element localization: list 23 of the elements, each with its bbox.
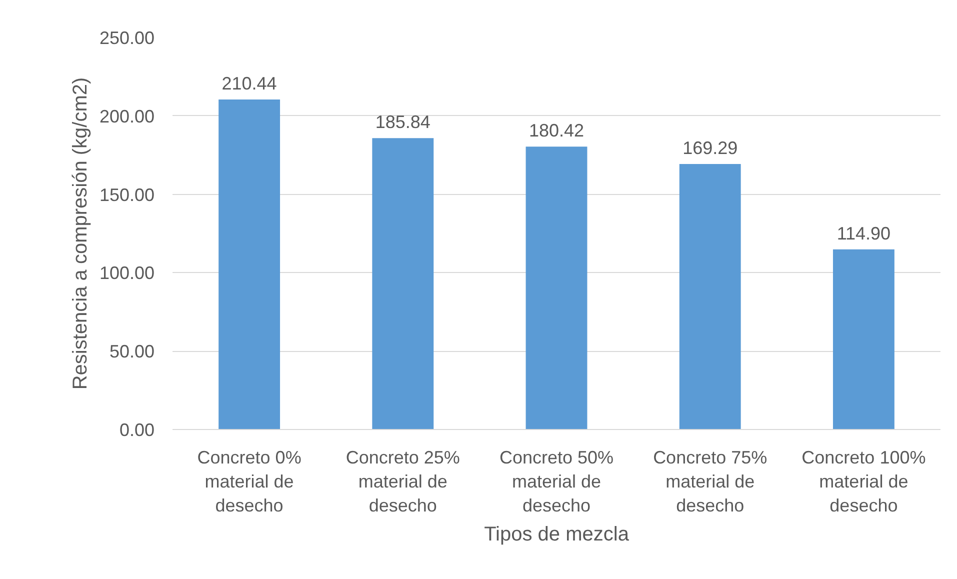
y-tick-label: 250.00 [99,28,155,48]
x-tick-label: Concreto 50% material de desecho [499,448,614,516]
data-label: 185.84 [375,112,430,132]
data-label: 180.42 [528,120,584,141]
bar [526,146,588,430]
y-tick-label: 0.00 [119,420,155,440]
y-axis-title: Resistencia a compresión (kg/cm2) [69,77,92,390]
bar [832,249,894,430]
x-tick-label: Concreto 100% material de desecho [802,448,926,516]
bar [218,100,280,430]
x-tick-label: Concreto 25% material de desecho [346,448,460,516]
y-tick-label: 100.00 [99,263,155,284]
x-tick-label: Concreto 75% material de desecho [653,448,768,516]
y-tick-label: 150.00 [99,184,155,205]
bar [679,164,741,430]
data-label: 169.29 [682,138,738,158]
x-tick-label: Concreto 0% material de desecho [197,448,302,516]
y-tick-label: 200.00 [99,106,155,126]
y-tick-label: 50.00 [109,342,155,362]
x-axis-title: Tipos de mezcla [484,524,630,546]
data-label: 114.90 [836,223,891,244]
data-label: 210.44 [222,74,277,94]
bar [372,138,434,430]
